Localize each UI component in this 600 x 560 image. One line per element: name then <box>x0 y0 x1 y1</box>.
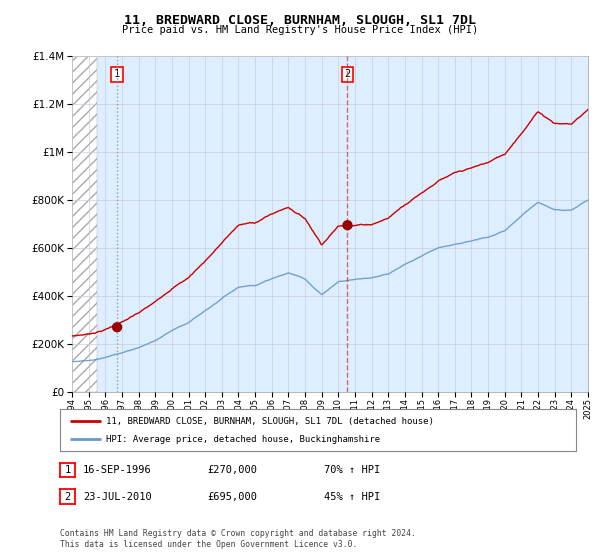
Text: 2: 2 <box>64 492 71 502</box>
Text: Price paid vs. HM Land Registry's House Price Index (HPI): Price paid vs. HM Land Registry's House … <box>122 25 478 35</box>
Text: 1: 1 <box>114 69 120 80</box>
Text: 1: 1 <box>64 465 71 475</box>
Bar <box>72 56 97 392</box>
Text: 16-SEP-1996: 16-SEP-1996 <box>83 465 152 475</box>
Text: HPI: Average price, detached house, Buckinghamshire: HPI: Average price, detached house, Buck… <box>106 435 380 444</box>
Text: 45% ↑ HPI: 45% ↑ HPI <box>324 492 380 502</box>
Text: £695,000: £695,000 <box>207 492 257 502</box>
Text: £270,000: £270,000 <box>207 465 257 475</box>
Text: 23-JUL-2010: 23-JUL-2010 <box>83 492 152 502</box>
Text: 2: 2 <box>344 69 350 80</box>
Point <box>343 221 352 230</box>
Text: 11, BREDWARD CLOSE, BURNHAM, SLOUGH, SL1 7DL: 11, BREDWARD CLOSE, BURNHAM, SLOUGH, SL1… <box>124 14 476 27</box>
Point <box>112 323 122 332</box>
Text: Contains HM Land Registry data © Crown copyright and database right 2024.
This d: Contains HM Land Registry data © Crown c… <box>60 529 416 549</box>
Text: 70% ↑ HPI: 70% ↑ HPI <box>324 465 380 475</box>
Text: 11, BREDWARD CLOSE, BURNHAM, SLOUGH, SL1 7DL (detached house): 11, BREDWARD CLOSE, BURNHAM, SLOUGH, SL1… <box>106 417 434 426</box>
